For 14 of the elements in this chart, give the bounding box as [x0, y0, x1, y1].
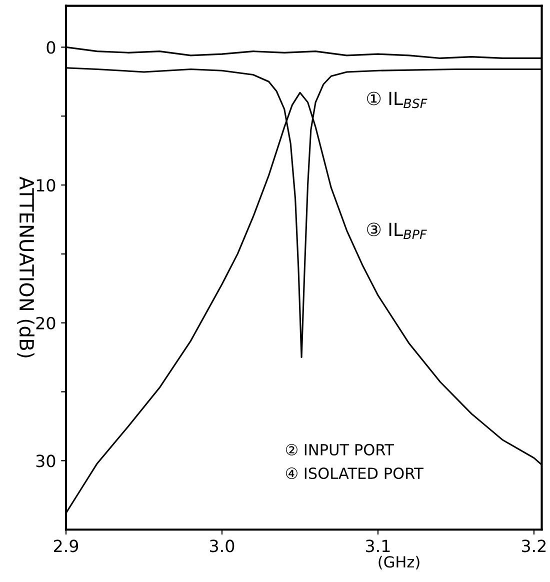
x-axis-title: (GHz): [378, 556, 420, 570]
x-tick-label: 2.9: [54, 540, 78, 552]
x-tick-label: 3.0: [210, 540, 234, 552]
annotation: ④ ISOLATED PORT: [286, 468, 424, 480]
x-tick-label: 3.2: [522, 540, 546, 552]
y-tick-label: 20: [36, 316, 56, 330]
y-tick-label: 10: [36, 178, 56, 192]
y-axis-title: ATTENUATION (dB): [17, 176, 34, 358]
x-tick-label: 3.1: [366, 540, 390, 552]
y-tick-label: 30: [36, 454, 56, 468]
annotation: ① IL$_{BSF}$: [367, 92, 428, 108]
annotation: ② INPUT PORT: [286, 444, 394, 456]
annotation: ③ IL$_{BPF}$: [367, 222, 427, 239]
y-tick-label: 0: [46, 41, 56, 54]
